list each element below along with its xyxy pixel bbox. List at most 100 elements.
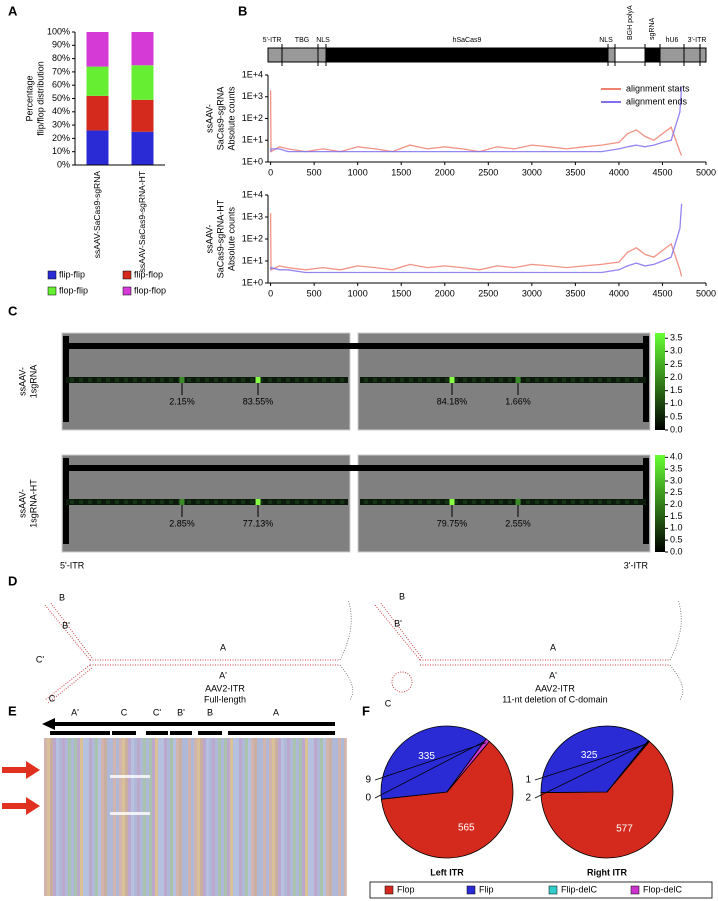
colorbar-tick-label: 3.0 <box>670 475 683 485</box>
heat-cell <box>589 500 593 504</box>
alignment-column <box>215 738 218 896</box>
genome-label: hSaCas9 <box>453 37 482 44</box>
x-tick-label: 4000 <box>609 167 629 177</box>
heat-cell <box>241 500 245 504</box>
heat-cell <box>250 378 254 382</box>
heat-cell <box>277 500 281 504</box>
alignment-column <box>125 738 128 896</box>
x-tick-label: 4000 <box>609 288 629 298</box>
heat-cell <box>187 500 191 504</box>
alignment-column <box>257 738 260 896</box>
value-label: 2.55% <box>505 518 531 528</box>
pie-title: Left ITR <box>430 867 464 877</box>
alignment-column <box>302 738 305 896</box>
heat-cell <box>544 378 548 382</box>
alignment-column <box>191 738 194 896</box>
heat-cell-highlight <box>179 499 185 505</box>
colorbar <box>655 455 665 552</box>
legend-swatch <box>122 286 132 296</box>
alignment-column <box>299 738 302 896</box>
alignment-column <box>65 738 68 896</box>
red-arrow <box>2 761 40 779</box>
heat-cell <box>133 378 137 382</box>
alignment-column <box>77 738 80 896</box>
heat-cell <box>418 500 422 504</box>
heat-cell <box>106 500 110 504</box>
alignment-column <box>194 738 197 896</box>
y-tick-label: 40% <box>52 106 70 116</box>
heat-cell <box>373 378 377 382</box>
heat-cell <box>160 378 164 382</box>
heat-cell <box>391 378 395 382</box>
heat-cell <box>88 500 92 504</box>
stem-label: A' <box>549 670 557 680</box>
alignment-column <box>326 738 329 896</box>
colorbar-tick-label: 1.5 <box>670 385 683 395</box>
colorbar-tick-label: 3.5 <box>670 333 683 343</box>
colorbar <box>655 333 665 430</box>
panel-label: C <box>8 303 18 318</box>
heat-cell <box>295 500 299 504</box>
alignment-column <box>296 738 299 896</box>
heat-cell-highlight <box>515 377 521 383</box>
heat-cell <box>331 378 335 382</box>
heat-cell <box>616 500 620 504</box>
genome-label: 5'-ITR <box>263 37 282 44</box>
heat-cell <box>526 500 530 504</box>
heat-cell <box>427 378 431 382</box>
heat-cell <box>463 500 467 504</box>
heat-cell <box>277 378 281 382</box>
y-tick-label: 90% <box>52 40 70 50</box>
alignment-column <box>263 738 266 896</box>
panel-label: D <box>8 573 17 588</box>
row-label: ssAAV- <box>17 489 27 518</box>
arm <box>374 601 423 661</box>
colorbar-tick-label: 2.5 <box>670 487 683 497</box>
x-tick-label: 0 <box>268 167 273 177</box>
alignment-column <box>56 738 59 896</box>
x-tick-label: 3500 <box>565 288 585 298</box>
alignment-column <box>287 738 290 896</box>
x-tick-label: 3000 <box>522 288 542 298</box>
heat-cell <box>340 378 344 382</box>
value-label: 0 <box>365 793 371 804</box>
alignment-column <box>128 738 131 896</box>
caption: Full-length <box>204 694 246 704</box>
heat-cell <box>400 378 404 382</box>
alignment-column <box>53 738 56 896</box>
heat-cell <box>205 500 209 504</box>
row-label: ssAAV- <box>17 367 27 396</box>
alignment-column <box>161 738 164 896</box>
legend-label: alignment ends <box>626 96 688 106</box>
row-label: 1sgRNA-HT <box>28 479 38 528</box>
y-tick-label: 60% <box>52 80 70 90</box>
alignment-column <box>59 738 62 896</box>
stem-label: A <box>550 642 556 652</box>
legend-swatch <box>122 270 132 280</box>
colorbar-tick-label: 3.0 <box>670 346 683 356</box>
alignment-column <box>164 738 167 896</box>
alignment-column <box>218 738 221 896</box>
caption: AAV2-ITR <box>535 683 575 693</box>
heat-cell <box>223 500 227 504</box>
heat-cell <box>409 500 413 504</box>
pie-slice <box>380 740 514 859</box>
y-tick-label: 100% <box>47 26 70 36</box>
y-tick-label: 1E+1 <box>242 255 263 265</box>
heat-cell <box>634 378 638 382</box>
segment-label: A <box>273 707 279 717</box>
x-tick-label: 500 <box>307 288 322 298</box>
genome-label: sgRNA <box>649 17 656 40</box>
heat-cell <box>589 378 593 382</box>
segment-bar <box>146 731 168 735</box>
x-tick-label: 5000 <box>696 167 716 177</box>
heat-cell <box>391 500 395 504</box>
x-tick-label: 4500 <box>652 288 672 298</box>
alignment-column <box>281 738 284 896</box>
heat-cell <box>607 500 611 504</box>
heat-cell-highlight <box>449 377 455 383</box>
heat-cell <box>169 378 173 382</box>
colorbar-tick-label: 1.0 <box>670 398 683 408</box>
caption: AAV2-ITR <box>205 683 245 693</box>
heat-cell <box>286 378 290 382</box>
